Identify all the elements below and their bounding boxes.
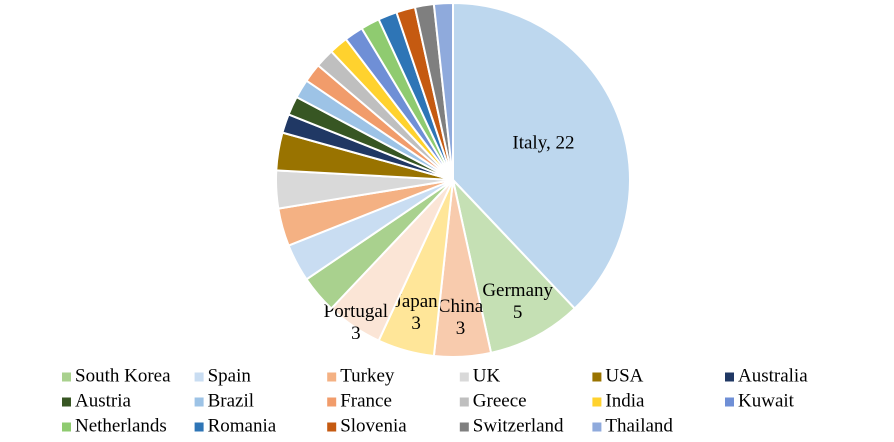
legend-label: Slovenia — [340, 415, 407, 436]
legend-label: UK — [473, 365, 501, 386]
legend-label: Switzerland — [473, 415, 564, 436]
legend-swatch — [592, 372, 602, 382]
pie-slice — [452, 1, 631, 310]
data-label-line: Japan — [394, 291, 438, 312]
legend-label: Kuwait — [738, 390, 795, 411]
legend-swatch — [725, 397, 734, 407]
data-label-line: 3 — [456, 318, 466, 339]
data-label-line: China — [438, 296, 484, 317]
data-label: Germany 5 — [482, 280, 553, 323]
legend-swatch — [459, 422, 469, 432]
legend-label: Netherlands — [75, 415, 167, 436]
data-label: Japan 3 — [394, 291, 438, 334]
legend-label: Thailand — [605, 415, 673, 436]
data-label: Italy, 22 — [512, 132, 574, 153]
legend-swatch — [327, 372, 337, 382]
data-label-line: 5 — [513, 302, 523, 323]
legend-label: France — [340, 390, 392, 411]
legend-label: Spain — [208, 365, 252, 386]
legend-swatch — [459, 397, 469, 407]
pie-slice — [451, 176, 577, 355]
legend-label: Brazil — [208, 390, 254, 411]
legend-swatch — [592, 397, 602, 407]
legend-swatch — [194, 397, 204, 407]
legend-swatch — [62, 397, 71, 407]
legend-swatch — [725, 372, 734, 382]
data-label-line: Germany — [482, 280, 553, 301]
legend-label: USA — [605, 365, 643, 386]
legend-swatch — [62, 422, 71, 432]
legend-swatch — [327, 422, 337, 432]
legend-swatch — [327, 397, 337, 407]
legend-label: Turkey — [340, 365, 395, 386]
legend-label: Greece — [473, 390, 527, 411]
data-label-line: 3 — [351, 324, 361, 345]
legend-swatch — [592, 422, 602, 432]
data-label-line: Portugal — [324, 302, 388, 323]
legend-label: Romania — [208, 415, 277, 436]
legend-swatch — [459, 372, 469, 382]
legend-swatch — [194, 422, 204, 432]
legend-swatch — [194, 372, 204, 382]
data-label: Portugal 3 — [324, 302, 388, 345]
legend-label: Austria — [75, 390, 132, 411]
data-label: China 3 — [438, 296, 484, 339]
legend-label: Australia — [738, 365, 808, 386]
pie-slice — [432, 1, 454, 181]
legend-swatch — [62, 372, 71, 382]
data-label-line: 3 — [411, 313, 421, 334]
legend-label: India — [605, 390, 645, 411]
legend-label: South Korea — [75, 365, 171, 386]
